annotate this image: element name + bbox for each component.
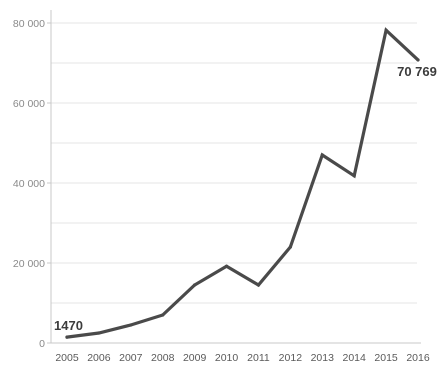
x-tick-label: 2014	[343, 352, 367, 364]
x-tick-label: 2012	[279, 352, 303, 364]
y-tick-labels: 0 20 000 40 000 60 000 80 000	[13, 18, 51, 350]
y-tick-label: 20 000	[13, 258, 45, 270]
data-label: 70 769	[397, 64, 437, 79]
data-point	[384, 28, 388, 32]
x-tick-label: 2005	[55, 352, 79, 364]
y-tick-label: 40 000	[13, 178, 45, 190]
data-labels: 1470 70 769	[54, 64, 437, 333]
x-tick-label: 2016	[406, 352, 430, 364]
y-tick-label: 80 000	[13, 18, 45, 30]
y-tick-label: 60 000	[13, 98, 45, 110]
data-point	[161, 313, 165, 317]
axes	[50, 10, 421, 344]
data-point	[224, 264, 229, 268]
x-tick-label: 2006	[87, 352, 111, 364]
data-point	[65, 335, 69, 339]
data-point	[288, 245, 292, 249]
x-tick-label: 2009	[183, 352, 207, 364]
x-tick-label: 2011	[247, 352, 270, 364]
data-label: 1470	[54, 318, 83, 333]
data-points	[65, 28, 420, 339]
data-point	[416, 58, 420, 62]
data-point	[352, 174, 356, 178]
series-line	[65, 27, 420, 339]
x-tick-label: 2007	[119, 352, 143, 364]
grid	[51, 22, 417, 304]
data-point	[256, 283, 261, 287]
x-tick-label: 2015	[374, 352, 398, 364]
x-tick-label: 2013	[311, 352, 335, 364]
data-point	[193, 283, 197, 287]
x-tick-label: 2010	[215, 352, 239, 364]
data-point	[129, 323, 133, 327]
x-tick-label: 2008	[151, 352, 175, 364]
x-tick-labels: 2005 2006 2007 2008 2009 2010 2011 2012 2013 2014…	[55, 352, 430, 364]
data-point	[320, 153, 324, 157]
data-point	[97, 331, 101, 335]
y-tick-label: 0	[39, 338, 45, 350]
